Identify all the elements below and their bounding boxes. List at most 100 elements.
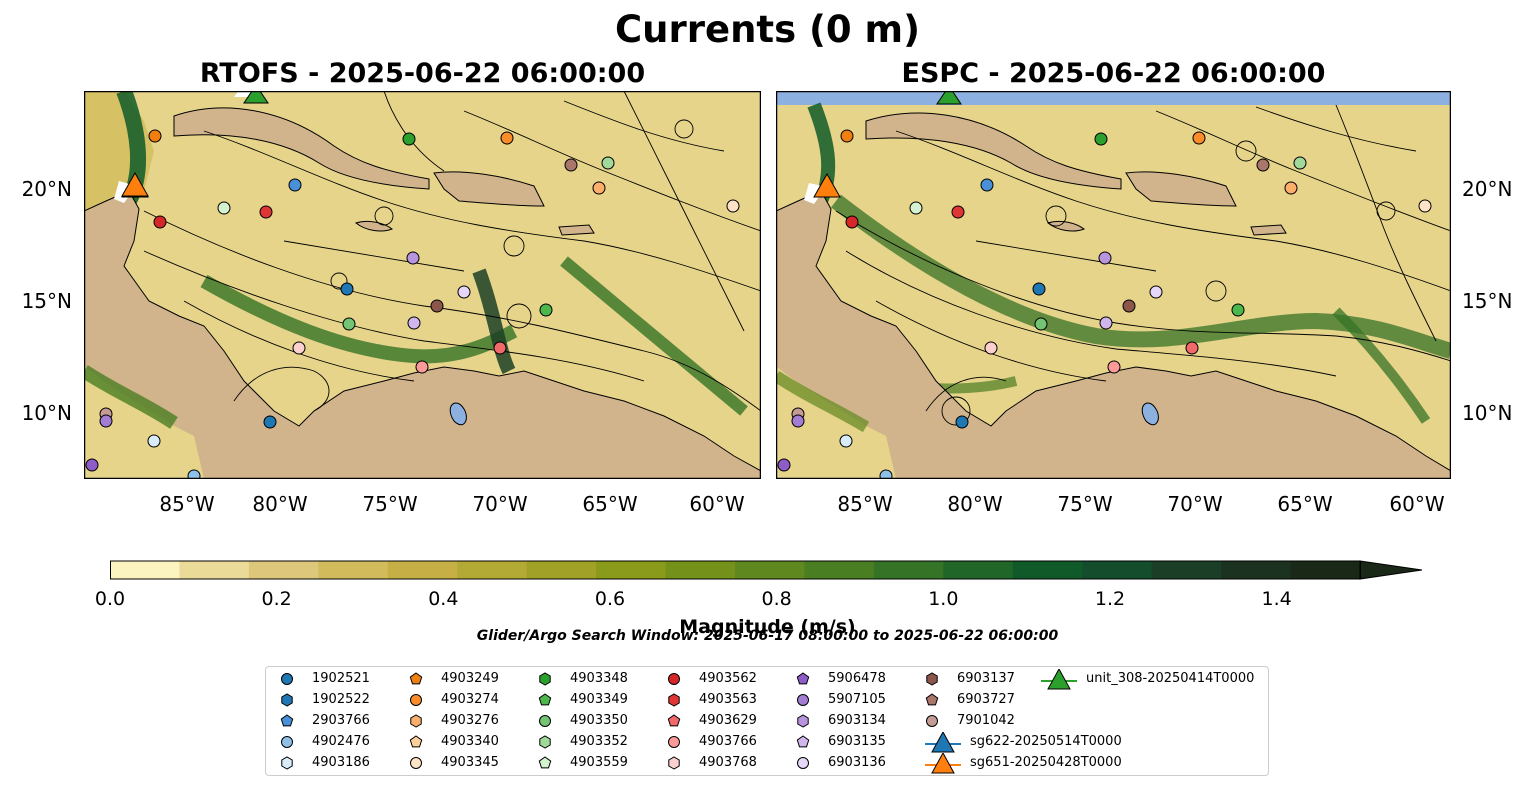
hexagon-marker-icon (926, 672, 938, 686)
colorbar-segment (1082, 561, 1153, 579)
colorbar-segment (943, 561, 1014, 579)
colorbar-segment (318, 561, 389, 579)
float-marker (564, 158, 578, 172)
float-marker (1032, 282, 1046, 296)
legend-label: 4903768 (699, 755, 757, 770)
legend-label: 4903345 (441, 755, 499, 770)
legend-label: 4903348 (570, 671, 628, 686)
hexagon-marker-icon (281, 693, 293, 707)
hispaniola-land (1125, 171, 1237, 207)
lon-label: 85°W (837, 492, 893, 516)
puerto-rico-land (1250, 224, 1287, 236)
hexagon-marker-icon (539, 672, 551, 686)
float-marker (601, 156, 615, 170)
glider-marker (936, 91, 962, 105)
hispaniola-land (433, 171, 545, 207)
legend-label: 4903349 (570, 692, 628, 707)
floats (85, 129, 740, 479)
float-marker (457, 285, 471, 299)
lake-maracaibo (1141, 402, 1159, 426)
colorbar-segment (804, 561, 875, 579)
lon-label: 75°W (362, 492, 418, 516)
legend-label: sg651-20250428T0000 (970, 755, 1122, 770)
search-window-text: Glider/Argo Search Window: 2025-06-17 08… (476, 628, 1059, 644)
float-marker (980, 178, 994, 192)
hexagon-marker-icon (797, 714, 809, 728)
pentagon-marker-icon (409, 672, 423, 685)
lon-label: 60°W (1389, 492, 1445, 516)
lat-label: 10°N (1462, 401, 1513, 425)
float-marker (1094, 132, 1108, 146)
current-jet (560, 256, 748, 416)
lon-label: 65°W (582, 492, 638, 516)
lat-label: 15°N (1462, 289, 1513, 313)
legend-label: 2903766 (312, 713, 370, 728)
circle-marker-icon (668, 673, 680, 685)
circle-marker-icon (281, 673, 293, 685)
float-marker (777, 458, 791, 472)
float-marker (1098, 251, 1112, 265)
float-marker (726, 199, 740, 213)
legend-label: 6903134 (828, 713, 886, 728)
legend-label: 4903559 (570, 755, 628, 770)
lat-label: 20°N (1462, 177, 1513, 201)
colorbar-label: Magnitude (m/s) (679, 616, 856, 638)
float-marker (407, 316, 421, 330)
circle-marker-icon (797, 694, 809, 706)
float-marker (217, 201, 231, 215)
colorbar-segment (248, 561, 319, 579)
rtofs-map (84, 91, 761, 479)
jamaica-land (354, 220, 394, 232)
colorbar-tick-label: 1.2 (1094, 588, 1126, 610)
float-marker (147, 434, 161, 448)
triangle-marker-icon (925, 753, 961, 774)
legend-label: 7901042 (957, 713, 1015, 728)
puerto-rico-land (558, 224, 595, 236)
legend-label: 4903562 (699, 671, 757, 686)
colorbar-segment (1151, 561, 1222, 579)
colorbar-segment (526, 561, 597, 579)
colorbar-extend-arrow (1359, 560, 1423, 580)
glider-marker (243, 91, 269, 104)
colorbar-tick-label: 0.4 (428, 588, 459, 610)
legend-label: 4903352 (570, 734, 628, 749)
circle-marker-icon (926, 715, 938, 727)
colorbar-tick-label: 0.2 (261, 588, 292, 610)
float-marker (259, 205, 273, 219)
float-marker (951, 205, 965, 219)
legend-label: 6903137 (957, 671, 1015, 686)
float-marker (342, 317, 356, 331)
colorbar-tick-label: 1.0 (928, 588, 959, 610)
float-marker (85, 458, 99, 472)
legend-label: 4902476 (312, 734, 370, 749)
colorbar-outline (110, 560, 1361, 580)
legend-label: unit_308-20250414T0000 (1086, 671, 1255, 686)
rtofs-panel-title: RTOFS - 2025-06-22 06:00:00 (199, 58, 646, 89)
colorbar-segment (596, 561, 667, 579)
glider-marker (121, 171, 149, 197)
map-frame (84, 91, 761, 479)
lon-label: 75°W (1057, 492, 1113, 516)
float-marker (1122, 299, 1136, 313)
pentagon-marker-icon (538, 693, 552, 706)
lat-label: 20°N (21, 177, 72, 201)
legend-label: 4903274 (441, 692, 499, 707)
colorbar-tick-label: 0.8 (761, 588, 792, 610)
triangle-marker-icon (1041, 669, 1077, 690)
circle-marker-icon (797, 757, 809, 769)
pentagon-marker-icon (409, 735, 423, 748)
colorbar-segment (735, 561, 805, 579)
float-marker (1284, 181, 1298, 195)
colorbar-segment (665, 561, 736, 579)
caribbean-current (831, 194, 1451, 359)
pacific-current (776, 371, 870, 433)
pentagon-marker-icon (925, 693, 939, 706)
no-data-strip (776, 91, 1451, 105)
cuba-land (865, 112, 1122, 190)
float-marker (1418, 199, 1432, 213)
legend-label: 4903186 (312, 755, 370, 770)
float-marker (1149, 285, 1163, 299)
floats (777, 129, 1432, 479)
float-marker (1099, 316, 1113, 330)
float-marker (1293, 156, 1307, 170)
